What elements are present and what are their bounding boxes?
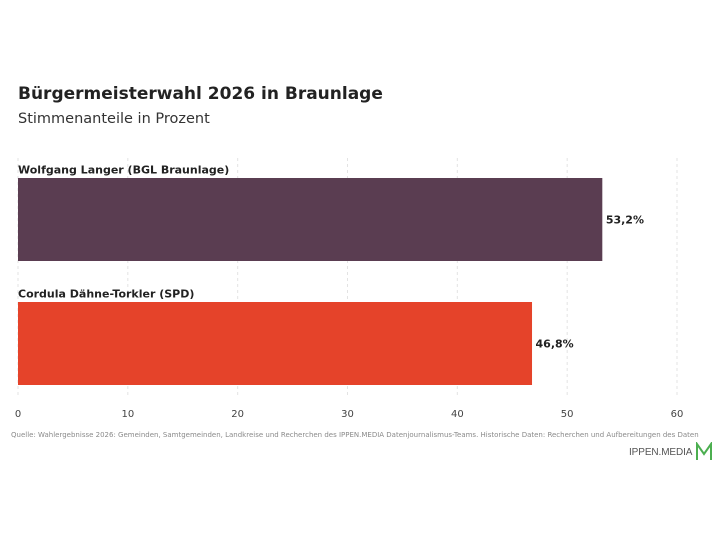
x-tick-label: 0 bbox=[15, 409, 21, 420]
chart-title: Bürgermeisterwahl 2026 in Braunlage bbox=[18, 84, 383, 104]
brand-logo: IPPEN.MEDIA bbox=[629, 442, 713, 462]
value-label: 46,8% bbox=[536, 338, 574, 351]
bar-0 bbox=[18, 178, 603, 261]
logo-m-icon bbox=[696, 442, 713, 460]
x-tick-label: 10 bbox=[121, 409, 134, 420]
chart-subtitle: Stimmenanteile in Prozent bbox=[18, 111, 210, 127]
bar-1 bbox=[18, 302, 533, 385]
logo-text: IPPEN.MEDIA bbox=[629, 446, 693, 458]
x-axis-ticks: 0 10 20 30 40 50 60 bbox=[15, 409, 684, 420]
x-tick-label: 50 bbox=[561, 409, 574, 420]
category-label: Wolfgang Langer (BGL Braunlage) bbox=[18, 164, 229, 177]
source-note: Quelle: Wahlergebnisse 2026: Gemeinden, … bbox=[11, 431, 699, 439]
bars bbox=[18, 178, 603, 385]
x-tick-label: 30 bbox=[341, 409, 354, 420]
value-label: 53,2% bbox=[606, 214, 644, 227]
x-tick-label: 20 bbox=[231, 409, 244, 420]
category-label: Cordula Dähne-Torkler (SPD) bbox=[18, 288, 194, 301]
x-tick-label: 40 bbox=[451, 409, 464, 420]
bar-labels: Wolfgang Langer (BGL Braunlage) 53,2% Cord… bbox=[18, 164, 644, 351]
x-tick-label: 60 bbox=[671, 409, 684, 420]
